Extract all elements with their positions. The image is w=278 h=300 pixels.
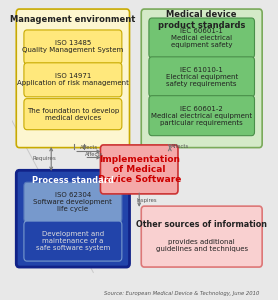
FancyBboxPatch shape <box>24 182 122 222</box>
FancyBboxPatch shape <box>149 18 254 58</box>
FancyBboxPatch shape <box>149 57 254 97</box>
Text: Management environment: Management environment <box>10 15 136 24</box>
FancyBboxPatch shape <box>24 99 122 130</box>
Text: IEC 61010-1
Electrical equipment
safety requirements: IEC 61010-1 Electrical equipment safety … <box>166 67 238 87</box>
Text: provides additional
guidelines and techniques: provides additional guidelines and techn… <box>156 239 248 252</box>
Text: Affects: Affects <box>171 144 189 149</box>
Text: Other sources of information: Other sources of information <box>136 220 267 229</box>
Text: The foundation to develop
medical devices: The foundation to develop medical device… <box>27 108 119 121</box>
Text: Development and
maintenance of a
safe software system: Development and maintenance of a safe so… <box>36 231 110 251</box>
Text: Affects: Affects <box>80 145 98 149</box>
FancyBboxPatch shape <box>24 30 122 64</box>
Text: Implementation
of Medical
Device Software: Implementation of Medical Device Softwar… <box>98 154 181 184</box>
Text: IEC 60601-2
Medical electrical equipment
particular requirements: IEC 60601-2 Medical electrical equipment… <box>151 106 252 126</box>
FancyBboxPatch shape <box>100 145 178 194</box>
Text: Affects: Affects <box>85 152 103 157</box>
Text: Source: European Medical Device & Technology, June 2010: Source: European Medical Device & Techno… <box>104 291 259 296</box>
FancyBboxPatch shape <box>141 206 262 267</box>
Text: Inspires: Inspires <box>136 197 157 202</box>
Text: ISO 62304
Software development
life cycle: ISO 62304 Software development life cycl… <box>33 192 112 212</box>
Text: Process standard: Process standard <box>32 176 114 185</box>
Text: ISO 13485
Quality Management System: ISO 13485 Quality Management System <box>22 40 123 53</box>
Text: Requires: Requires <box>33 157 57 161</box>
FancyBboxPatch shape <box>24 221 122 261</box>
Text: IEC 60601-1
Medical electrical
equipment safety: IEC 60601-1 Medical electrical equipment… <box>171 28 232 48</box>
FancyBboxPatch shape <box>16 170 130 267</box>
Text: ISO 14971
Application of risk management: ISO 14971 Application of risk management <box>17 73 129 86</box>
FancyBboxPatch shape <box>24 63 122 97</box>
FancyBboxPatch shape <box>16 9 130 148</box>
Text: Medical device
product standards: Medical device product standards <box>158 11 245 30</box>
FancyBboxPatch shape <box>149 96 254 136</box>
FancyBboxPatch shape <box>141 9 262 148</box>
